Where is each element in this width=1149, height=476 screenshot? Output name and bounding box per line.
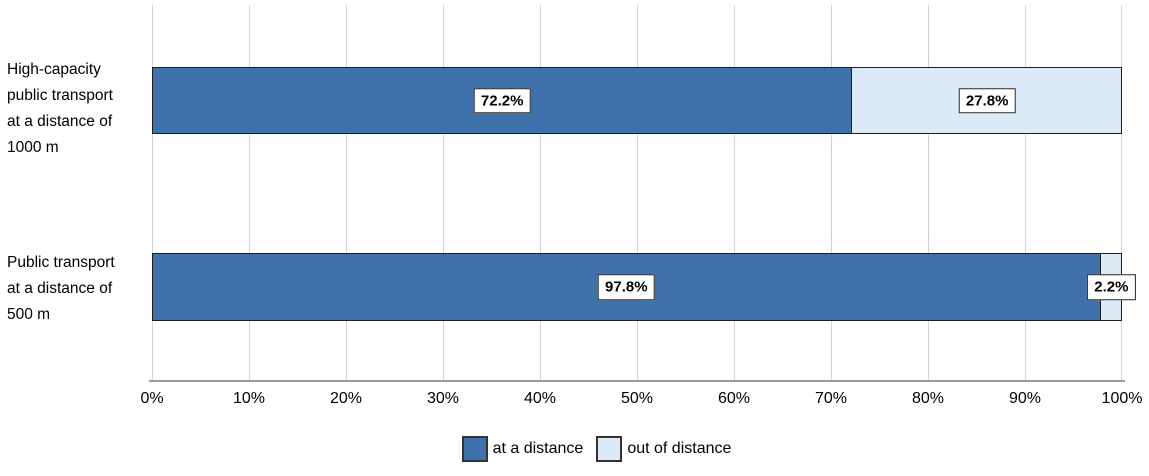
x-axis-tick-label: 20% [329,390,363,407]
x-axis-tick-label: 100% [1101,390,1143,407]
plot-area: 72.2% 27.8% 97.8% 2.2% [152,5,1136,381]
gridline [1121,5,1122,381]
x-axis-tick-label: 90% [1008,390,1042,407]
legend-label: out of distance [627,440,732,457]
x-axis-tick-label: 10% [232,390,266,407]
gridline [249,5,250,381]
x-axis-tick-label: 40% [523,390,557,407]
legend-label: at a distance [492,440,584,457]
gridline [152,5,153,381]
gridline [831,5,832,381]
x-axis-tick-label: 60% [717,390,751,407]
x-axis-tick-label: 0% [140,390,164,407]
gridline [443,5,444,381]
legend-swatch-out-of-distance [596,436,623,462]
gridline [928,5,929,381]
bar-row [152,67,1122,134]
x-axis-tick-label: 80% [911,390,945,407]
bar-value-label: 27.8% [958,87,1016,114]
bar-value-label: 97.8% [598,274,655,300]
legend: at a distance out of distance [22,436,1149,462]
bar-value-label: 2.2% [1087,274,1136,300]
gridline [1025,5,1026,381]
legend-item: at a distance [461,436,584,462]
x-axis-line [149,380,1125,382]
bar-value-label: 72.2% [473,87,531,114]
gridline [346,5,347,381]
x-axis-tick-label: 70% [814,390,848,407]
legend-swatch-at-a-distance [461,436,488,462]
x-axis-tick-label: 50% [620,390,654,407]
category-label: High-capacity public transport at a dist… [7,61,113,156]
gridline [540,5,541,381]
category-label: Public transport at a distance of 500 m [7,254,115,323]
gridline [637,5,638,381]
gridline [734,5,735,381]
legend-item: out of distance [596,436,731,462]
x-axis-tick-label: 30% [426,390,460,407]
